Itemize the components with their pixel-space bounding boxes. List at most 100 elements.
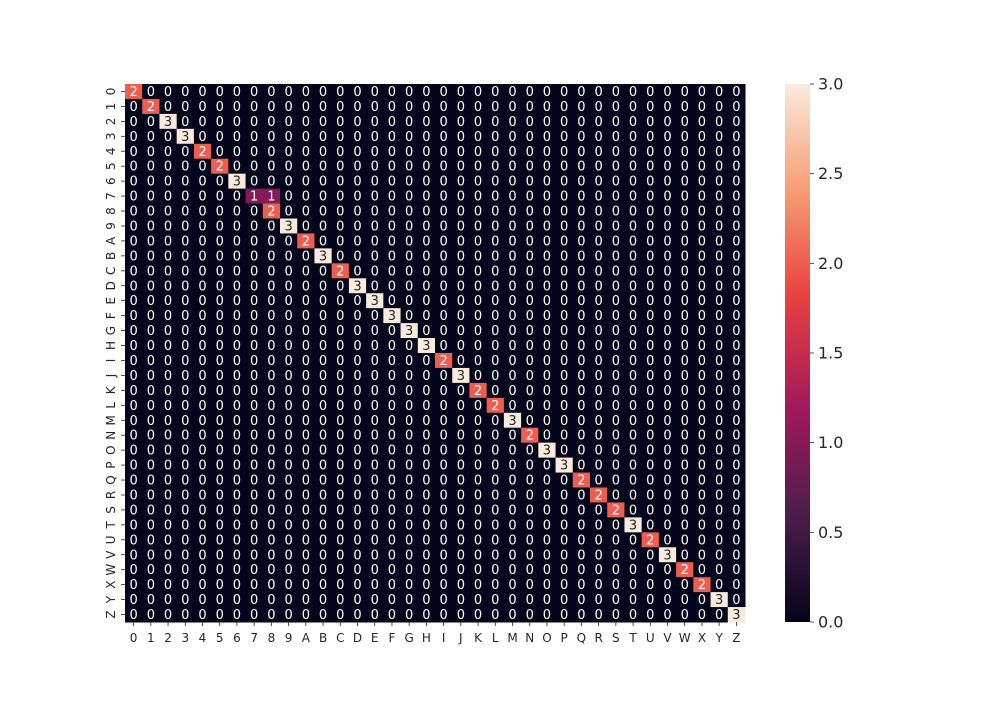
cell-value-label: 0 bbox=[474, 578, 482, 593]
cell-value-label: 0 bbox=[353, 459, 361, 474]
cell-value-label: 0 bbox=[577, 205, 585, 220]
cell-value-label: 0 bbox=[233, 518, 241, 533]
cell-value-label: 0 bbox=[526, 175, 534, 190]
heatmap-cell bbox=[624, 203, 643, 219]
heatmap-cell bbox=[142, 218, 160, 234]
cell-value-label: 0 bbox=[457, 474, 465, 489]
cell-value-label: 0 bbox=[612, 339, 620, 354]
cell-value-label: 0 bbox=[388, 249, 396, 264]
cell-value-label: 0 bbox=[715, 474, 723, 489]
cell-value-label: 2 bbox=[612, 503, 620, 518]
cell-value-label: 0 bbox=[336, 324, 344, 339]
cell-value-label: 0 bbox=[491, 518, 499, 533]
cell-value-label: 0 bbox=[147, 219, 155, 234]
cell-value-label: 0 bbox=[698, 399, 706, 414]
cell-value-label: 0 bbox=[284, 488, 292, 503]
cell-value-label: 0 bbox=[319, 503, 327, 518]
cell-value-label: 0 bbox=[164, 399, 172, 414]
heatmap-cell bbox=[211, 188, 229, 205]
cell-value-label: 0 bbox=[147, 130, 155, 145]
cell-value-label: 0 bbox=[629, 175, 637, 190]
heatmap-cell bbox=[159, 203, 178, 219]
cell-value-label: 0 bbox=[233, 563, 241, 578]
heatmap-cell bbox=[297, 143, 315, 160]
cell-value-label: 0 bbox=[233, 234, 241, 249]
heatmap-cell bbox=[193, 98, 212, 115]
cell-value-label: 0 bbox=[560, 100, 568, 115]
cell-value-label: 0 bbox=[715, 205, 723, 220]
cell-value-label: 0 bbox=[147, 145, 155, 160]
cell-value-label: 0 bbox=[302, 429, 310, 444]
heatmap-cell bbox=[641, 188, 660, 205]
cell-value-label: 0 bbox=[129, 578, 137, 593]
cell-value-label: 0 bbox=[698, 160, 706, 175]
cell-value-label: 0 bbox=[612, 548, 620, 563]
heatmap-cell bbox=[607, 128, 625, 145]
heatmap-cell bbox=[383, 218, 402, 234]
cell-value-label: 0 bbox=[405, 533, 413, 548]
cell-value-label: 0 bbox=[663, 459, 671, 474]
heatmap-cell bbox=[624, 173, 643, 190]
cell-value-label: 0 bbox=[422, 264, 430, 279]
cell-value-label: 0 bbox=[371, 563, 379, 578]
cell-value-label: 0 bbox=[560, 474, 568, 489]
cell-value-label: 0 bbox=[698, 518, 706, 533]
heatmap-cell bbox=[676, 173, 694, 190]
cell-value-label: 0 bbox=[629, 459, 637, 474]
cell-value-label: 0 bbox=[474, 369, 482, 384]
cell-value-label: 0 bbox=[129, 100, 137, 115]
cell-value-label: 0 bbox=[129, 444, 137, 459]
cell-value-label: 0 bbox=[371, 459, 379, 474]
heatmap-cell bbox=[676, 113, 694, 130]
heatmap-cell bbox=[314, 158, 333, 175]
heatmap-cell bbox=[400, 218, 419, 234]
cell-value-label: 0 bbox=[474, 444, 482, 459]
cell-value-label: 0 bbox=[164, 354, 172, 369]
heatmap-cell bbox=[486, 113, 505, 130]
cell-value-label: 0 bbox=[439, 339, 447, 354]
cell-value-label: 0 bbox=[164, 279, 172, 294]
cell-value-label: 0 bbox=[405, 190, 413, 205]
cell-value-label: 0 bbox=[216, 578, 224, 593]
cell-value-label: 0 bbox=[181, 264, 189, 279]
cell-value-label: 0 bbox=[663, 234, 671, 249]
cell-value-label: 0 bbox=[681, 474, 689, 489]
cell-value-label: 0 bbox=[612, 249, 620, 264]
cell-value-label: 0 bbox=[629, 414, 637, 429]
cell-value-label: 0 bbox=[129, 324, 137, 339]
heatmap-cell bbox=[245, 143, 264, 160]
cell-value-label: 0 bbox=[491, 219, 499, 234]
cell-value-label: 0 bbox=[474, 518, 482, 533]
cell-value-label: 0 bbox=[560, 324, 568, 339]
cell-value-label: 0 bbox=[457, 578, 465, 593]
heatmap-cell bbox=[435, 188, 453, 205]
cell-value-label: 0 bbox=[612, 354, 620, 369]
cell-value-label: 0 bbox=[302, 593, 310, 608]
cell-value-label: 0 bbox=[594, 160, 602, 175]
cell-value-label: 0 bbox=[474, 190, 482, 205]
heatmap-cell bbox=[228, 113, 247, 130]
heatmap-cell bbox=[228, 128, 247, 145]
cell-value-label: 1 bbox=[250, 190, 258, 205]
cell-value-label: 2 bbox=[198, 145, 206, 160]
cell-value-label: 0 bbox=[267, 533, 275, 548]
y-tick-label: 2 bbox=[104, 118, 118, 126]
cell-value-label: 0 bbox=[491, 414, 499, 429]
cell-value-label: 0 bbox=[405, 563, 413, 578]
cell-value-label: 0 bbox=[681, 100, 689, 115]
cell-value-label: 0 bbox=[267, 324, 275, 339]
cell-value-label: 0 bbox=[129, 309, 137, 324]
cell-value-label: 0 bbox=[594, 503, 602, 518]
cell-value-label: 0 bbox=[646, 488, 654, 503]
cell-value-label: 0 bbox=[491, 369, 499, 384]
heatmap-cell bbox=[727, 143, 746, 160]
cell-value-label: 0 bbox=[715, 384, 723, 399]
heatmap-cell bbox=[142, 84, 160, 100]
cell-value-label: 0 bbox=[526, 205, 534, 220]
cell-value-label: 0 bbox=[732, 444, 740, 459]
heatmap-cell bbox=[727, 218, 746, 234]
heatmap-cell bbox=[348, 84, 367, 100]
cell-value-label: 0 bbox=[491, 503, 499, 518]
